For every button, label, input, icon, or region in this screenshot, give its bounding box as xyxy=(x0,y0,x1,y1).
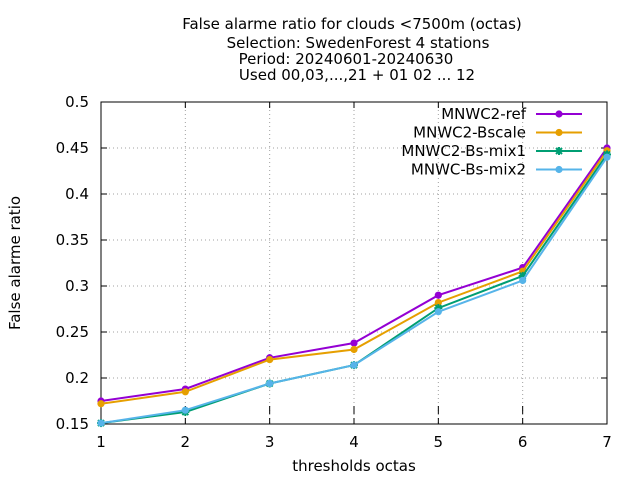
series-lines xyxy=(97,144,611,428)
legend-label: MNWC2-Bscale xyxy=(413,124,526,142)
x-tick-label: 2 xyxy=(181,433,191,451)
grid xyxy=(101,102,607,424)
legend-item-2: MNWC2-Bscale xyxy=(413,124,582,142)
legend-item-4: MNWC-Bs-mix2 xyxy=(411,161,582,179)
y-tick-label: 0.4 xyxy=(65,185,89,203)
y-tick-label: 0.45 xyxy=(56,139,89,157)
y-tick-label: 0.5 xyxy=(65,93,89,111)
x-tick-label: 6 xyxy=(518,433,528,451)
title-line-2: Selection: SwedenForest 4 stations xyxy=(227,34,490,52)
marker-stroke xyxy=(555,147,563,155)
x-tick-label: 3 xyxy=(265,433,275,451)
data-point xyxy=(350,339,358,347)
title-line-3: Period: 20240601-20240630 xyxy=(239,50,454,68)
y-tick-label: 0.25 xyxy=(56,323,89,341)
legend-marker xyxy=(555,128,563,137)
y-axis-label: False alarme ratio xyxy=(6,196,24,330)
legend-marker xyxy=(555,147,563,155)
legend-label: MNWC2-Bs-mix1 xyxy=(401,142,526,160)
x-tick-label: 5 xyxy=(434,433,444,451)
y-tick-label: 0.3 xyxy=(65,277,89,295)
data-point xyxy=(434,291,442,299)
axis-ticks: 0.15 0.2 0.25 0.3 0.35 0.4 0.45 0.5 1 2 3 4 5 6 7 xyxy=(56,93,612,451)
legend: MNWC2-refMNWC2-BscaleMNWC2-Bs-mix1MNWC-B… xyxy=(401,105,582,179)
title-line-1: False alarme ratio for clouds <7500m (oc… xyxy=(182,15,522,33)
x-tick-label: 4 xyxy=(349,433,359,451)
data-point xyxy=(603,153,611,161)
y-tick-label: 0.15 xyxy=(56,415,89,433)
data-point xyxy=(97,400,105,408)
x-tick-label: 7 xyxy=(602,433,612,451)
legend-item-3: MNWC2-Bs-mix1 xyxy=(401,142,582,160)
legend-label: MNWC2-ref xyxy=(441,105,526,123)
data-point xyxy=(181,406,189,414)
data-point xyxy=(434,308,442,316)
chart-title: False alarme ratio for clouds <7500m (oc… xyxy=(182,15,522,84)
data-point xyxy=(434,298,442,307)
data-point xyxy=(350,361,358,369)
legend-marker xyxy=(555,110,563,118)
data-point xyxy=(266,379,274,388)
data-point xyxy=(519,276,527,285)
data-point xyxy=(350,345,358,354)
legend-marker xyxy=(555,165,563,174)
legend-label: MNWC-Bs-mix2 xyxy=(411,161,526,179)
x-axis-label: thresholds octas xyxy=(292,457,416,475)
legend-item-1: MNWC2-ref xyxy=(441,105,582,123)
series-3 xyxy=(97,150,611,428)
data-point xyxy=(97,419,105,427)
data-point xyxy=(266,356,274,364)
x-tick-label: 1 xyxy=(96,433,106,451)
title-line-4: Used 00,03,...,21 + 01 02 ... 12 xyxy=(239,66,475,84)
y-tick-label: 0.2 xyxy=(65,369,89,387)
y-tick-label: 0.35 xyxy=(56,231,89,249)
series-4 xyxy=(97,153,611,427)
data-point xyxy=(181,388,189,396)
plot-frame xyxy=(100,101,608,425)
